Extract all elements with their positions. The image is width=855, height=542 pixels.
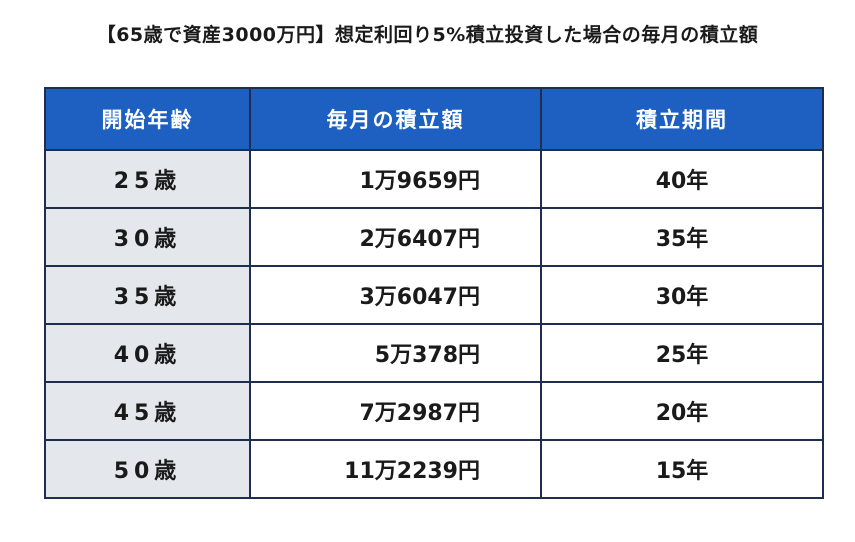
table-header-row: 開始年齢 毎月の積立額 積立期間 bbox=[44, 87, 824, 151]
cell-start-age: 30歳 bbox=[44, 207, 251, 267]
cell-monthly-amount: 1万9659円 bbox=[249, 149, 542, 209]
cell-period: 15年 bbox=[540, 439, 824, 499]
cell-start-age: 35歳 bbox=[44, 265, 251, 325]
table-row: 45歳 7万2987円 20年 bbox=[44, 381, 824, 441]
cell-start-age: 50歳 bbox=[44, 439, 251, 499]
cell-start-age: 25歳 bbox=[44, 149, 251, 209]
table-row: 25歳 1万9659円 40年 bbox=[44, 149, 824, 209]
cell-monthly-amount: 11万2239円 bbox=[249, 439, 542, 499]
cell-period: 40年 bbox=[540, 149, 824, 209]
cell-start-age: 40歳 bbox=[44, 323, 251, 383]
cell-monthly-amount: 2万6407円 bbox=[249, 207, 542, 267]
cell-period: 35年 bbox=[540, 207, 824, 267]
table-row: 50歳 11万2239円 15年 bbox=[44, 439, 824, 499]
cell-start-age: 45歳 bbox=[44, 381, 251, 441]
table-row: 30歳 2万6407円 35年 bbox=[44, 207, 824, 267]
header-start-age: 開始年齢 bbox=[44, 87, 251, 151]
cell-monthly-amount: 7万2987円 bbox=[249, 381, 542, 441]
page-title: 【65歳で資産3000万円】想定利回り5%積立投資した場合の毎月の積立額 bbox=[96, 24, 759, 46]
cell-monthly-amount: 3万6047円 bbox=[249, 265, 542, 325]
savings-table: 開始年齢 毎月の積立額 積立期間 25歳 1万9659円 40年 30歳 2万6… bbox=[44, 87, 824, 499]
cell-period: 20年 bbox=[540, 381, 824, 441]
header-monthly-amount: 毎月の積立額 bbox=[249, 87, 542, 151]
cell-period: 30年 bbox=[540, 265, 824, 325]
table-row: 40歳 5万378円 25年 bbox=[44, 323, 824, 383]
cell-monthly-amount: 5万378円 bbox=[249, 323, 542, 383]
cell-period: 25年 bbox=[540, 323, 824, 383]
header-period: 積立期間 bbox=[540, 87, 824, 151]
table-row: 35歳 3万6047円 30年 bbox=[44, 265, 824, 325]
